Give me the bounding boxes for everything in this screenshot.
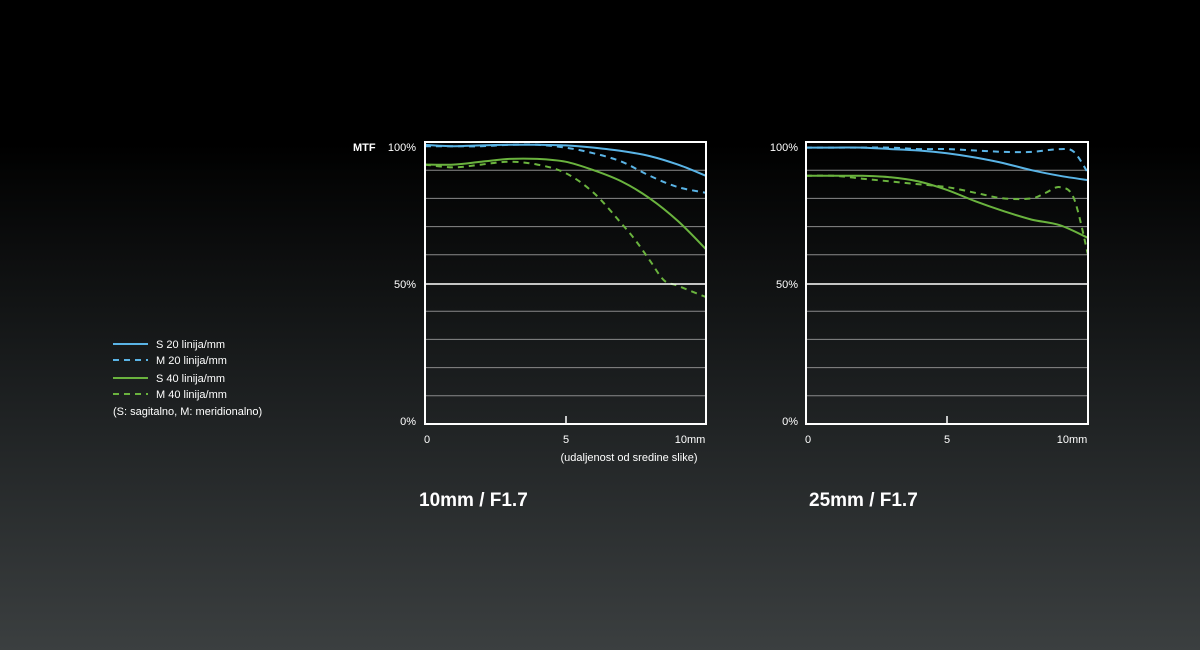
chart-10mm-series-m-40-linija-mm — [424, 160, 707, 299]
chart-25mm-xtick-label-5: 5 — [944, 434, 950, 446]
chart-10mm-grid — [425, 169, 706, 397]
chart-10mm-frame — [424, 141, 707, 425]
legend-label-m20: M 20 linija/mm — [156, 355, 227, 367]
chart-25mm-frame — [805, 141, 1089, 425]
legend-item-m20: M 20 linija/mm — [113, 355, 227, 367]
chart-25mm-xtick-label-0: 0 — [805, 434, 811, 446]
chart-10mm-ytick-label-100: 100% — [388, 142, 416, 154]
legend: S 20 linija/mm M 20 linija/mm S 40 linij… — [113, 339, 262, 418]
chart-25mm-series-m-40-linija-mm — [805, 174, 1089, 256]
chart-10mm-xlabel: (udaljenost od sredine slike) — [561, 452, 698, 464]
chart-10mm-ytick-label-50: 50% — [394, 279, 416, 291]
legend-item-m40: M 40 linija/mm — [113, 389, 227, 401]
legend-item-s40: S 40 linija/mm — [113, 373, 225, 385]
chart-10mm-title: 10mm / F1.7 — [419, 490, 528, 511]
chart-25mm-xtick-label-10: 10mm — [1057, 434, 1088, 446]
chart-25mm-series-s-40-linija-mm — [805, 174, 1089, 239]
chart-25mm: 100% 50% 0% 0 5 10mm 25mm / F1.7 — [770, 141, 1089, 511]
legend-label-s20: S 20 linija/mm — [156, 339, 225, 351]
chart-10mm-series-s-20-linija-mm — [424, 143, 707, 177]
chart-25mm-grid — [806, 169, 1088, 397]
legend-note: (S: sagitalno, M: meridionalno) — [113, 406, 262, 418]
chart-10mm-series-m-20-linija-mm — [425, 143, 707, 194]
chart-10mm-xtick-label-10: 10mm — [675, 434, 706, 446]
chart-10mm-series-s-40-linija-mm — [424, 157, 707, 250]
legend-label-s40: S 40 linija/mm — [156, 373, 225, 385]
chart-25mm-ytick-label-100: 100% — [770, 142, 798, 154]
chart-25mm-ytick-label-50: 50% — [776, 279, 798, 291]
chart-25mm-ytick-label-0: 0% — [782, 416, 798, 428]
chart-25mm-series-m-20-linija-mm — [806, 146, 1089, 174]
chart-10mm-series — [424, 143, 707, 299]
chart-10mm-ylabel: MTF — [353, 142, 376, 154]
chart-10mm-xtick-label-0: 0 — [424, 434, 430, 446]
chart-10mm-xtick-label-5: 5 — [563, 434, 569, 446]
legend-label-m40: M 40 linija/mm — [156, 389, 227, 401]
chart-25mm-title: 25mm / F1.7 — [809, 490, 918, 511]
legend-item-s20: S 20 linija/mm — [113, 339, 225, 351]
chart-25mm-series — [805, 146, 1089, 256]
chart-10mm-ytick-label-0: 0% — [400, 416, 416, 428]
chart-10mm: MTF 100% 50% 0% 0 5 10mm (udaljenost od … — [353, 141, 707, 511]
